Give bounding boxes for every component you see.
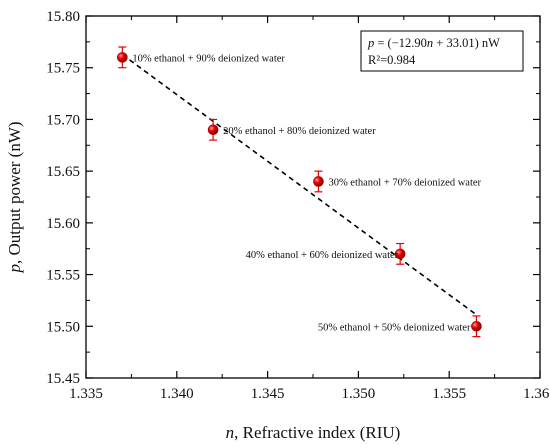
fit-line <box>121 53 477 316</box>
x-tick-labels: 1.335 1.340 1.345 1.350 1.355 1.360 <box>69 386 550 402</box>
x-axis-var: n <box>226 423 235 442</box>
eq-middle: = (−12.90 <box>374 36 427 50</box>
x-tick-label: 1.340 <box>160 386 194 402</box>
point-label: 20% ethanol + 80% deionized water <box>223 126 376 137</box>
x-axis-text: , Refractive index (RIU) <box>234 423 400 442</box>
eq-p-var: p <box>367 36 374 50</box>
point-labels: 10% ethanol + 90% deionized water 20% eth… <box>132 53 481 333</box>
y-tick-label: 15.80 <box>46 9 80 25</box>
y-tick-label: 15.55 <box>46 268 80 284</box>
x-tick-label: 1.350 <box>342 386 376 402</box>
y-tick-label: 15.50 <box>46 319 80 335</box>
error-bars <box>118 46 481 338</box>
eq-n-var: n <box>427 36 433 50</box>
data-point <box>207 124 219 136</box>
y-tick-label: 15.70 <box>46 112 80 128</box>
y-axis-var: p <box>5 264 24 274</box>
point-label: 40% ethanol + 60% deionized water <box>246 250 399 261</box>
y-tick-label: 15.45 <box>46 371 80 387</box>
data-points <box>117 52 482 332</box>
point-label: 30% ethanol + 70% deionized water <box>328 177 481 188</box>
axis-ticks <box>85 15 541 379</box>
point-label: 50% ethanol + 50% deionized water <box>318 322 471 333</box>
x-tick-label: 1.360 <box>523 386 550 402</box>
x-axis-title: n, Refractive index (RIU) <box>226 423 401 442</box>
y-tick-labels: 15.45 15.50 15.55 15.60 15.65 15.70 15.75 15.80 <box>46 9 80 387</box>
data-point <box>394 248 406 260</box>
point-label: 10% ethanol + 90% deionized water <box>132 53 285 64</box>
equation-box: p = (−12.90n + 33.01) nW R²=0.984 <box>360 30 524 72</box>
r-squared: R²=0.984 <box>368 53 416 67</box>
data-point <box>117 52 128 63</box>
equation-line: p = (−12.90n + 33.01) nW <box>367 36 500 50</box>
y-axis-title: p, Output power (nW) <box>5 121 24 273</box>
eq-end: + 33.01) nW <box>433 36 500 50</box>
data-point <box>313 176 324 187</box>
y-axis-text: , Output power (nW) <box>5 121 24 264</box>
equation-box-frame <box>360 30 524 72</box>
y-tick-label: 15.60 <box>46 216 80 232</box>
x-tick-label: 1.345 <box>251 386 285 402</box>
x-tick-label: 1.355 <box>432 386 466 402</box>
x-tick-label: 1.335 <box>69 386 103 402</box>
y-tick-label: 15.75 <box>46 61 80 77</box>
y-tick-label: 15.65 <box>46 164 80 180</box>
data-point <box>471 320 482 332</box>
